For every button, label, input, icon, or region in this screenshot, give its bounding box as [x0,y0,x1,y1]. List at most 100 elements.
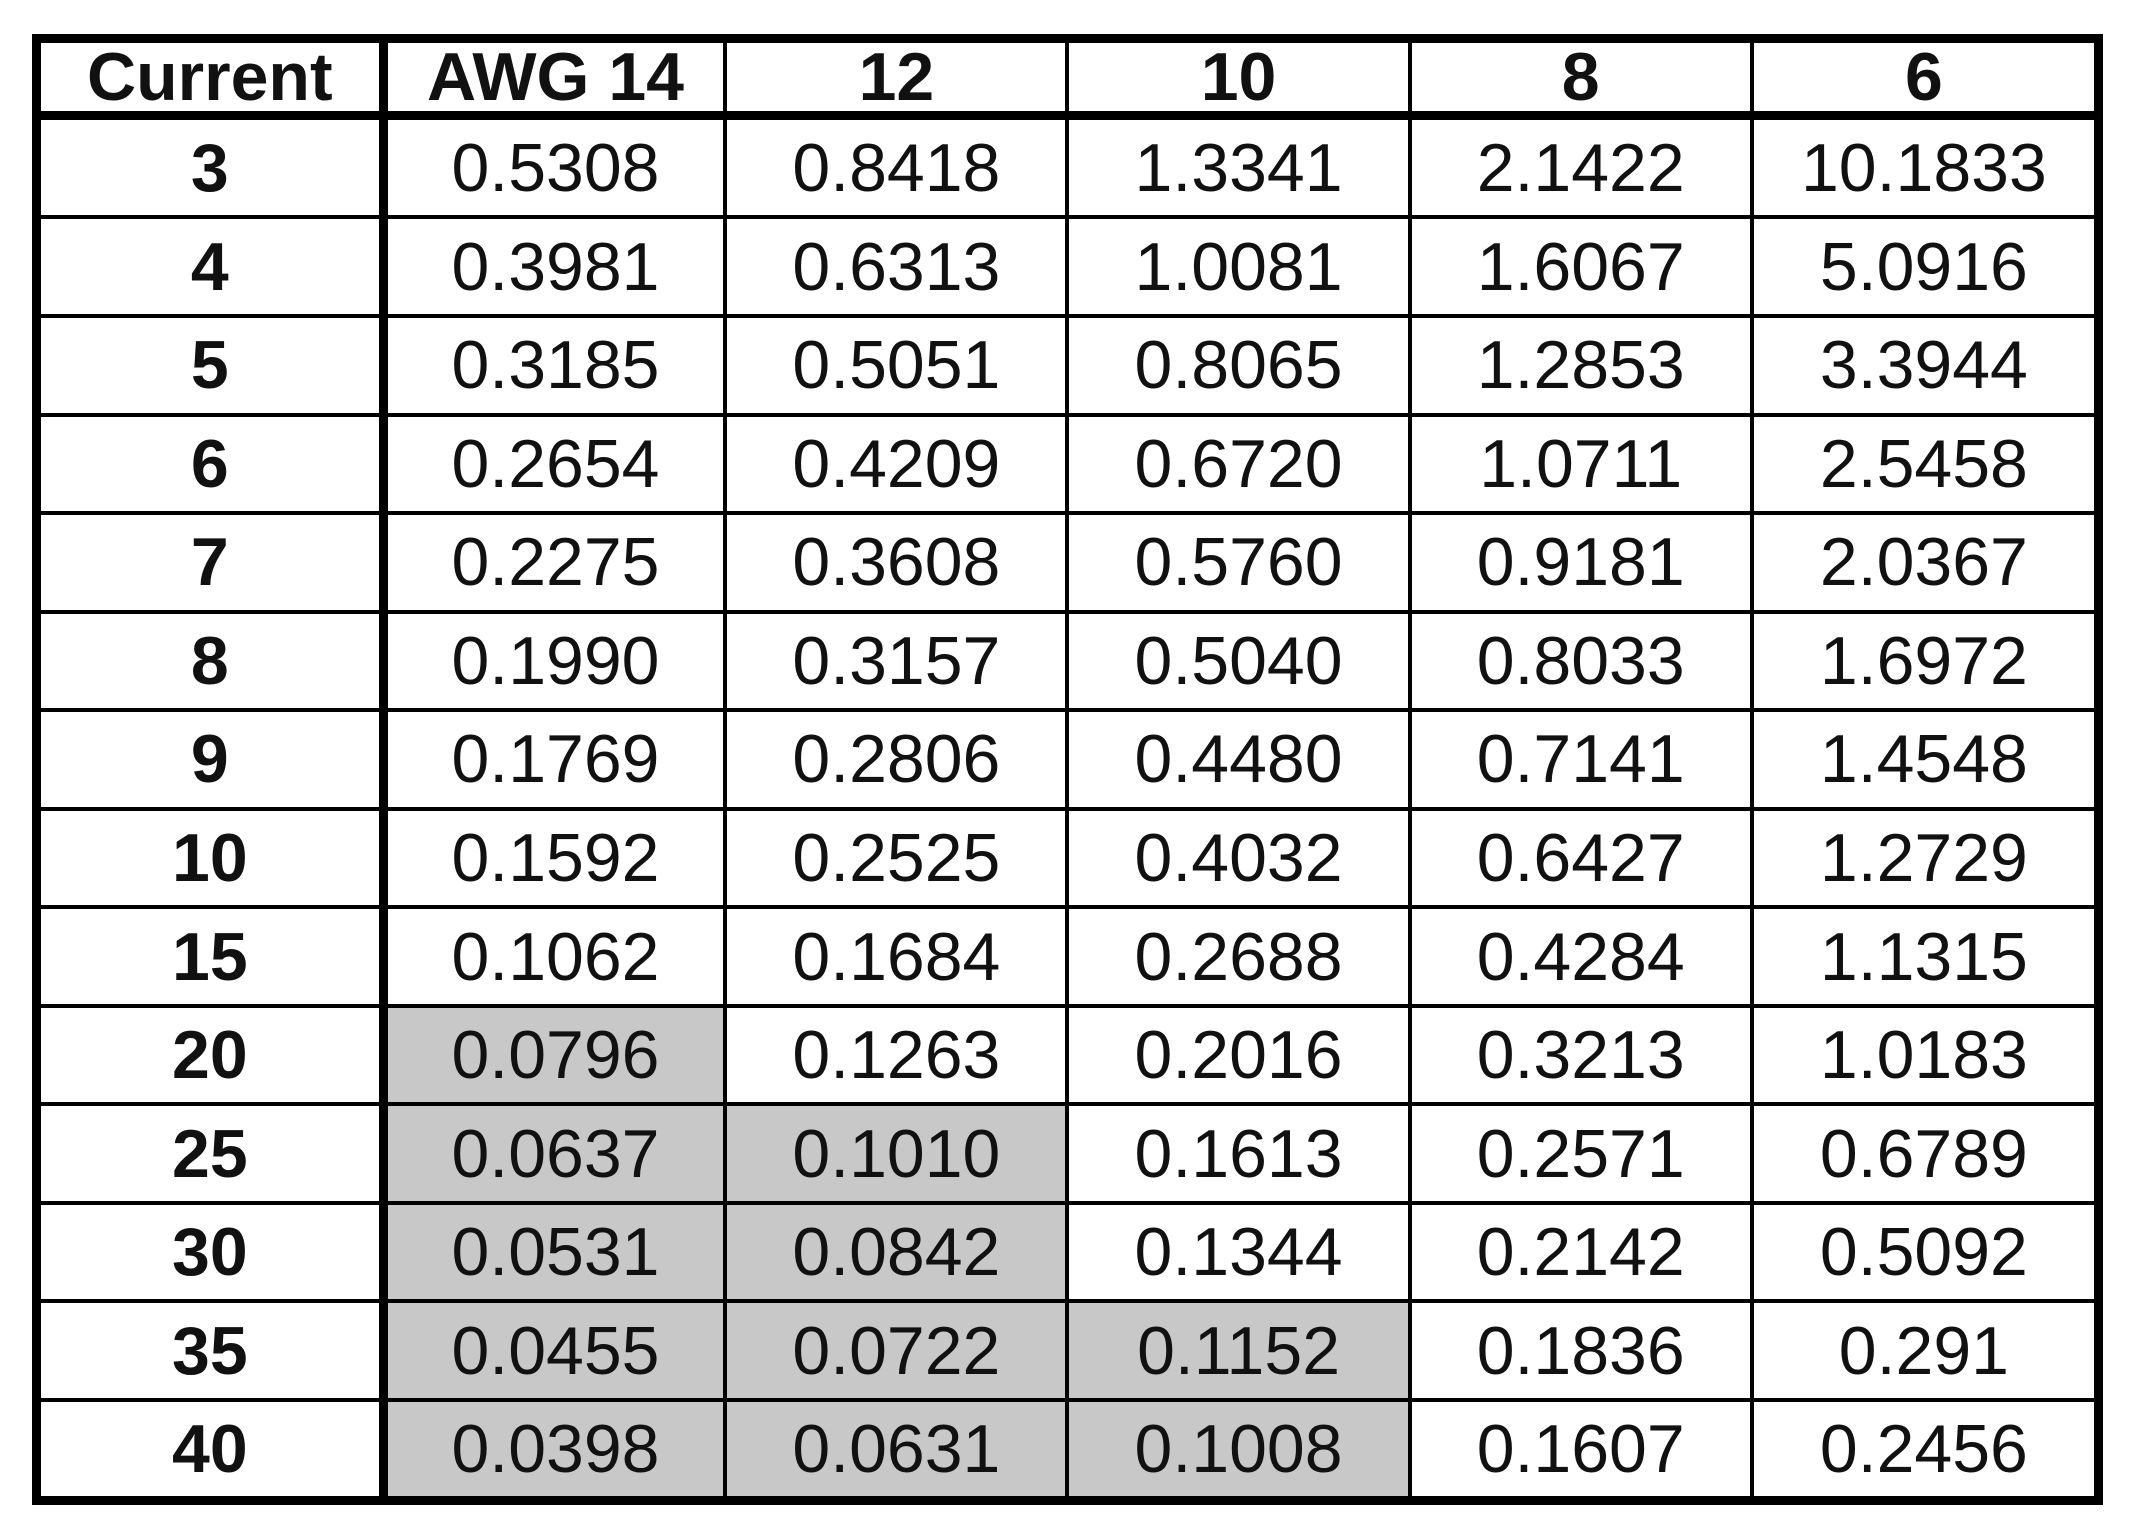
table-body: 3 0.5308 0.8418 1.3341 2.1422 10.1833 4 0.3981 0… [41,113,2094,1496]
value-cell: 0.5040 [1065,609,1412,713]
value-cell: 0.1613 [1065,1102,1412,1205]
table-row: 7 0.2275 0.3608 0.5760 0.9181 2.0367 [41,511,2094,614]
value-cell: 0.1769 [381,708,728,811]
value-cell: 0.2688 [1065,905,1412,1008]
value-cell: 0.2142 [1407,1200,1754,1304]
value-cell: 0.2275 [381,511,728,614]
value-cell: 0.0637 [381,1102,728,1205]
value-cell: 0.1152 [1065,1299,1412,1403]
wire-gauge-table-frame: Current AWG 14 12 10 8 6 3 0.5308 0.8418 1.… [32,34,2103,1505]
value-cell: 0.291 [1749,1299,2094,1403]
value-cell: 0.6427 [1407,806,1754,910]
table-row: 35 0.0455 0.0722 0.1152 0.1836 0.291 [41,1299,2094,1403]
value-cell: 0.8418 [723,113,1070,220]
row-current-cell: 8 [41,609,388,713]
value-cell: 0.3981 [381,215,728,319]
header-awg-8: 8 [1407,43,1754,120]
table-row: 40 0.0398 0.0631 0.1008 0.1607 0.2456 [41,1398,2094,1496]
value-cell: 1.2729 [1749,806,2094,910]
value-cell: 1.6972 [1749,609,2094,713]
table-row: 30 0.0531 0.0842 0.1344 0.2142 0.5092 [41,1200,2094,1304]
value-cell: 0.8065 [1065,314,1412,417]
value-cell: 0.1263 [723,1003,1070,1107]
value-cell: 0.4480 [1065,708,1412,811]
value-cell: 1.0711 [1407,412,1754,516]
value-cell: 0.5092 [1749,1200,2094,1304]
table-row: 10 0.1592 0.2525 0.4032 0.6427 1.2729 [41,806,2094,910]
value-cell: 0.5308 [381,113,728,220]
value-cell: 0.1607 [1407,1398,1754,1496]
row-current-cell: 30 [41,1200,388,1304]
value-cell: 0.3608 [723,511,1070,614]
header-awg-12: 12 [723,43,1070,120]
value-cell: 3.3944 [1749,314,2094,417]
value-cell: 10.1833 [1749,113,2094,220]
table-row: 4 0.3981 0.6313 1.0081 1.6067 5.0916 [41,215,2094,319]
value-cell: 0.1008 [1065,1398,1412,1496]
value-cell: 0.1344 [1065,1200,1412,1304]
row-current-cell: 25 [41,1102,388,1205]
value-cell: 0.0796 [381,1003,728,1107]
value-cell: 1.2853 [1407,314,1754,417]
value-cell: 0.1062 [381,905,728,1008]
value-cell: 2.1422 [1407,113,1754,220]
value-cell: 0.6313 [723,215,1070,319]
header-awg-14: AWG 14 [381,43,728,120]
value-cell: 1.0183 [1749,1003,2094,1107]
value-cell: 0.4209 [723,412,1070,516]
row-current-cell: 5 [41,314,388,417]
row-current-cell: 3 [41,113,388,220]
value-cell: 5.0916 [1749,215,2094,319]
value-cell: 0.7141 [1407,708,1754,811]
value-cell: 1.1315 [1749,905,2094,1008]
header-awg-10: 10 [1065,43,1412,120]
value-cell: 0.2525 [723,806,1070,910]
value-cell: 1.3341 [1065,113,1412,220]
row-current-cell: 40 [41,1398,388,1496]
table-header-row: Current AWG 14 12 10 8 6 [41,43,2094,120]
row-current-cell: 35 [41,1299,388,1403]
table-row: 15 0.1062 0.1684 0.2688 0.4284 1.1315 [41,905,2094,1008]
value-cell: 0.4284 [1407,905,1754,1008]
row-current-cell: 7 [41,511,388,614]
value-cell: 0.2571 [1407,1102,1754,1205]
value-cell: 0.1836 [1407,1299,1754,1403]
value-cell: 0.0455 [381,1299,728,1403]
table-row: 25 0.0637 0.1010 0.1613 0.2571 0.6789 [41,1102,2094,1205]
table-row: 9 0.1769 0.2806 0.4480 0.7141 1.4548 [41,708,2094,811]
value-cell: 0.0398 [381,1398,728,1496]
value-cell: 1.4548 [1749,708,2094,811]
value-cell: 0.5051 [723,314,1070,417]
value-cell: 0.9181 [1407,511,1754,614]
value-cell: 0.3213 [1407,1003,1754,1107]
value-cell: 2.0367 [1749,511,2094,614]
value-cell: 0.6720 [1065,412,1412,516]
row-current-cell: 9 [41,708,388,811]
value-cell: 0.6789 [1749,1102,2094,1205]
row-current-cell: 6 [41,412,388,516]
table-row: 5 0.3185 0.5051 0.8065 1.2853 3.3944 [41,314,2094,417]
row-current-cell: 10 [41,806,388,910]
value-cell: 0.1990 [381,609,728,713]
table-row: 8 0.1990 0.3157 0.5040 0.8033 1.6972 [41,609,2094,713]
table-row: 3 0.5308 0.8418 1.3341 2.1422 10.1833 [41,113,2094,220]
value-cell: 0.2456 [1749,1398,2094,1496]
value-cell: 0.0531 [381,1200,728,1304]
value-cell: 0.1010 [723,1102,1070,1205]
value-cell: 0.2654 [381,412,728,516]
table-row: 6 0.2654 0.4209 0.6720 1.0711 2.5458 [41,412,2094,516]
value-cell: 0.2016 [1065,1003,1412,1107]
value-cell: 0.1592 [381,806,728,910]
value-cell: 0.4032 [1065,806,1412,910]
row-current-cell: 4 [41,215,388,319]
header-awg-6: 6 [1749,43,2094,120]
table-row: 20 0.0796 0.1263 0.2016 0.3213 1.0183 [41,1003,2094,1107]
value-cell: 0.0631 [723,1398,1070,1496]
value-cell: 0.8033 [1407,609,1754,713]
row-current-cell: 20 [41,1003,388,1107]
header-current: Current [41,43,388,120]
value-cell: 0.2806 [723,708,1070,811]
value-cell: 2.5458 [1749,412,2094,516]
value-cell: 1.6067 [1407,215,1754,319]
row-current-cell: 15 [41,905,388,1008]
